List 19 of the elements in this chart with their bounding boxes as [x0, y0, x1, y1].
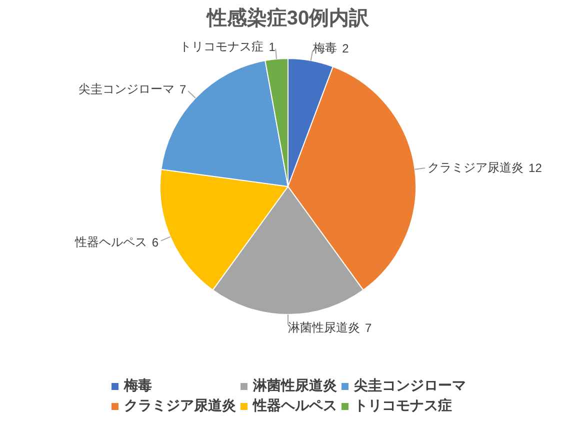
- legend-label: クラミジア尿道炎: [124, 397, 236, 415]
- data-label: 2: [342, 41, 350, 56]
- data-label: 1: [268, 40, 276, 54]
- data-label: 6: [152, 235, 159, 250]
- slice-label: 尖圭コンジローマ: [78, 82, 175, 96]
- legend-label: 梅毒: [124, 377, 152, 395]
- slice-label: 性器ヘルペス: [74, 234, 147, 249]
- data-label: 7: [180, 82, 187, 97]
- slice-label: トリコモナス症: [180, 39, 264, 54]
- legend-label: 性器ヘルペス: [253, 397, 337, 415]
- legend-label: 尖圭コンジローマ: [354, 377, 466, 395]
- slice-label: 淋菌性尿道炎: [288, 320, 360, 334]
- data-label: 12: [528, 161, 542, 176]
- chart-title: 性感染症30例内訳: [204, 6, 370, 30]
- slice-label: クラミジア尿道炎: [428, 160, 524, 175]
- slice-label: 梅毒: [312, 40, 338, 55]
- legend-label: トリコモナス症: [354, 397, 452, 415]
- legend-label: 淋菌性尿道炎: [253, 377, 337, 395]
- data-label: 7: [365, 320, 372, 335]
